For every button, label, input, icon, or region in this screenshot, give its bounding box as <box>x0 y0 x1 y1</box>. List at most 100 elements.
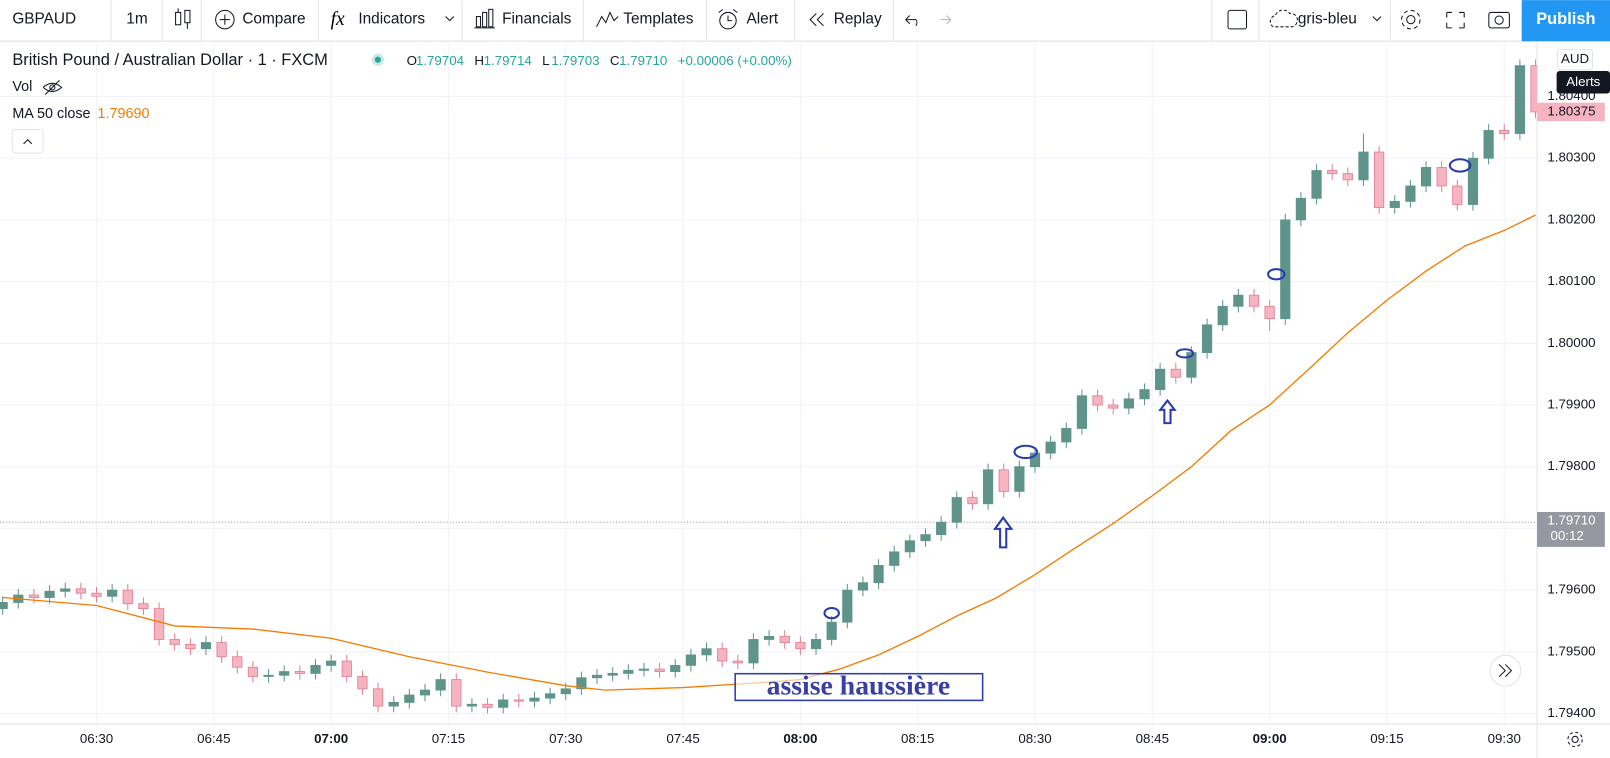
candle-body <box>28 594 40 598</box>
candle-body <box>1155 368 1166 390</box>
candle-body <box>1499 130 1510 134</box>
indicators-dropdown[interactable] <box>445 16 455 22</box>
fullscreen-button[interactable] <box>1446 11 1465 29</box>
candle-body <box>623 669 634 674</box>
candle-body <box>1217 305 1228 326</box>
candle-body <box>1374 151 1385 208</box>
collapse-button[interactable] <box>11 128 44 154</box>
replay-button[interactable]: Replay <box>834 11 882 28</box>
candle-body <box>795 642 806 650</box>
candle-body <box>1186 352 1197 378</box>
symbol[interactable]: GBPAUD <box>12 11 76 28</box>
ohlc-key: C <box>610 53 620 68</box>
publish-label[interactable]: Publish <box>1536 10 1595 28</box>
ohlc-key: H <box>474 53 484 68</box>
candle-body <box>357 676 368 690</box>
scroll-right-icon[interactable] <box>1498 664 1513 678</box>
candle-body <box>1420 167 1432 187</box>
candle-body <box>982 469 994 505</box>
cloud-icon[interactable] <box>1269 9 1298 28</box>
candle-body <box>122 589 133 605</box>
candle-body <box>1327 170 1338 175</box>
financials-button[interactable]: Financials <box>502 11 572 28</box>
y-tick-label: 1.79900 <box>1547 397 1595 412</box>
x-tick-label: 06:30 <box>80 731 113 746</box>
toolbar <box>0 0 1610 42</box>
candle-body <box>842 589 853 623</box>
redo[interactable] <box>940 15 952 25</box>
candle-body <box>153 608 165 640</box>
candle-body <box>138 603 149 610</box>
countdown: 00:12 <box>1550 528 1583 543</box>
candle-body <box>1436 167 1447 187</box>
candle-body <box>826 621 837 640</box>
indicators-icon[interactable]: fx <box>331 9 345 30</box>
currency[interactable]: AUD <box>1561 51 1589 66</box>
axis-settings[interactable] <box>1567 731 1583 748</box>
alerts-tooltip-label: Alerts <box>1566 74 1600 89</box>
candle-body <box>763 635 775 640</box>
ohlc-key: O <box>407 53 417 68</box>
ohlc-value: 1.79714 <box>484 53 533 68</box>
chart-type-icon[interactable] <box>175 8 191 29</box>
candle-body <box>326 660 337 666</box>
layout-dropdown[interactable] <box>1372 16 1382 22</box>
candle-body <box>529 697 540 702</box>
compare-button[interactable]: Compare <box>242 11 305 28</box>
axes: 1.794001.795001.796001.797001.798001.799… <box>80 88 1596 746</box>
volume-label: Vol <box>12 79 32 95</box>
plot-area <box>0 59 1538 714</box>
candle-body <box>44 590 55 598</box>
x-tick-label: 06:45 <box>197 731 230 746</box>
ohlc-value: 1.79710 <box>619 53 667 68</box>
chart-title: British Pound / Australian Dollar · 1 · … <box>12 51 327 69</box>
drawings <box>823 158 1472 620</box>
y-tick-label: 1.80000 <box>1547 335 1595 350</box>
interval[interactable]: 1m <box>126 11 147 28</box>
alert-button[interactable]: Alert <box>746 11 778 28</box>
currency-box[interactable] <box>1557 48 1594 71</box>
candle-body <box>1264 305 1275 320</box>
toolbar-separators <box>110 0 1391 42</box>
templates-icon[interactable] <box>596 11 619 28</box>
x-tick-label: 09:00 <box>1253 731 1287 746</box>
candle-body <box>1514 65 1525 134</box>
snapshot-button[interactable] <box>1488 11 1510 29</box>
undo[interactable] <box>905 15 918 27</box>
last-price-label: 1.80375 <box>1547 103 1595 118</box>
layout-button[interactable] <box>1227 9 1248 30</box>
candle-body <box>75 588 86 594</box>
compare-icon[interactable] <box>215 9 235 30</box>
settings-button[interactable] <box>1401 9 1421 30</box>
templates-button[interactable]: Templates <box>623 11 693 28</box>
candle-body <box>889 551 900 566</box>
candle-body <box>513 699 524 702</box>
candle-body <box>732 660 743 664</box>
candle-body <box>685 654 696 666</box>
candle-body <box>670 664 681 672</box>
candle-body <box>247 666 259 677</box>
hidden-eye-icon[interactable] <box>42 79 63 95</box>
y-tick-label: 1.80300 <box>1547 150 1595 165</box>
alert-icon[interactable] <box>718 8 738 30</box>
x-tick-label: 09:15 <box>1370 731 1403 746</box>
candle-body <box>1201 324 1213 353</box>
indicators-button[interactable]: Indicators <box>358 11 425 28</box>
publish-button[interactable] <box>1521 0 1610 42</box>
financials-icon[interactable] <box>474 8 495 29</box>
candle-body <box>576 677 587 690</box>
y-tick-label: 1.79400 <box>1547 705 1595 720</box>
candle-body <box>951 497 962 523</box>
candle-body <box>169 639 180 645</box>
x-tick-label: 09:30 <box>1488 731 1521 746</box>
collapse-icon[interactable] <box>23 139 33 145</box>
candle-body <box>638 668 650 671</box>
replay-icon[interactable] <box>809 13 824 27</box>
candle-body <box>1280 219 1291 320</box>
layout-name[interactable]: gris-bleu <box>1298 11 1357 28</box>
candle-body <box>1076 395 1088 429</box>
y-tick-label: 1.79500 <box>1547 643 1595 658</box>
candle-body <box>1014 466 1025 492</box>
